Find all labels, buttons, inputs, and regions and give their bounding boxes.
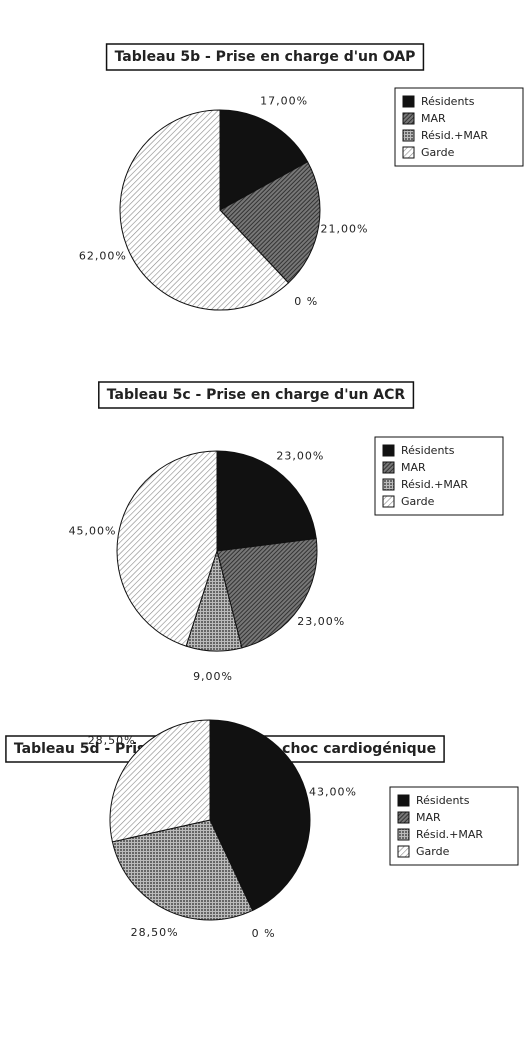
legend-label: Résidents <box>416 794 470 807</box>
legend-swatch <box>397 794 410 807</box>
pie-slice <box>111 819 254 921</box>
legend-swatch <box>397 828 410 841</box>
legend-swatch <box>382 461 395 474</box>
data-label: 23,00% <box>297 615 345 628</box>
legend-swatch <box>402 129 415 142</box>
legend-box <box>389 786 519 866</box>
legend-swatch <box>382 478 395 491</box>
data-label: 17,00% <box>260 95 308 108</box>
data-label: 43,00% <box>309 786 357 799</box>
legend-box <box>374 436 504 516</box>
pie-slice <box>219 161 321 284</box>
legend-swatch <box>382 444 395 457</box>
legend-swatch <box>397 845 410 858</box>
data-label: 23,00% <box>276 449 324 462</box>
legend-label: Résidents <box>421 95 475 108</box>
pie-slice <box>209 719 311 912</box>
title-box <box>105 43 425 71</box>
title-box <box>98 381 415 409</box>
pie-slice <box>119 109 290 311</box>
legend-label: Garde <box>421 146 455 159</box>
legend-label: Garde <box>401 495 435 508</box>
data-label: 62,00% <box>79 249 127 262</box>
chart-title: Tableau 5c - Prise en charge d'un ACR <box>107 387 406 403</box>
data-label: 9,00% <box>193 670 233 683</box>
legend-swatch <box>402 146 415 159</box>
legend-swatch <box>402 95 415 108</box>
pie-slice <box>109 719 211 843</box>
legend-swatch <box>382 495 395 508</box>
pie-slice <box>116 450 218 647</box>
legend-label: Garde <box>416 845 450 858</box>
legend-label: MAR <box>421 112 446 125</box>
data-label: 28,50% <box>88 734 136 747</box>
data-label: 21,00% <box>320 223 368 236</box>
legend-label: Résidents <box>401 444 455 457</box>
legend-box <box>394 87 524 167</box>
data-label: 45,00% <box>69 524 117 537</box>
data-label: 28,50% <box>131 926 179 939</box>
legend-label: Résid.+MAR <box>421 129 488 142</box>
pie-slice <box>216 537 318 649</box>
legend-swatch <box>397 811 410 824</box>
pie-slice <box>219 109 309 211</box>
data-label: 0 % <box>252 927 276 940</box>
data-label: 0 % <box>294 295 318 308</box>
legend-swatch <box>402 112 415 125</box>
legend-label: MAR <box>416 811 441 824</box>
legend-label: Résid.+MAR <box>401 478 468 491</box>
pie-slice <box>216 450 317 552</box>
chart-title: Tableau 5b - Prise en charge d'un OAP <box>115 49 416 65</box>
legend-label: Résid.+MAR <box>416 828 483 841</box>
legend-label: MAR <box>401 461 426 474</box>
